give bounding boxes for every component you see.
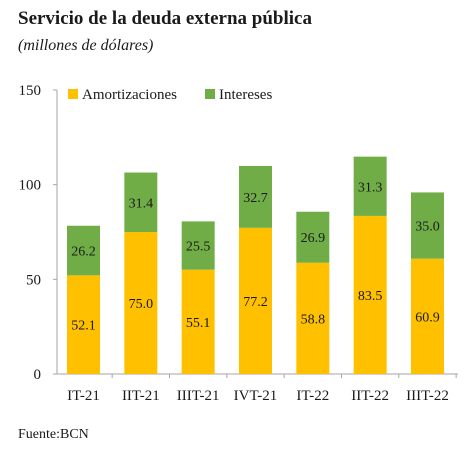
- legend-label-intereses: Intereses: [219, 87, 272, 103]
- data-label-intereses: 25.5: [186, 240, 211, 255]
- bar-intereses: [67, 225, 100, 276]
- chart-title: Servicio de la deuda externa pública: [18, 8, 312, 29]
- bar-amortizaciones: [353, 215, 387, 374]
- data-label-amortizaciones: 83.5: [358, 289, 383, 304]
- x-tick-label: IIIT-21: [177, 388, 220, 404]
- bar-amortizaciones: [238, 227, 272, 374]
- data-label-amortizaciones: 60.9: [415, 310, 440, 325]
- bar-intereses: [238, 165, 272, 228]
- bar-amortizaciones: [181, 269, 215, 374]
- x-tick-label: IIT-21: [122, 388, 160, 404]
- bar-amortizaciones: [296, 262, 330, 374]
- data-label-intereses: 31.4: [129, 196, 154, 211]
- data-label-amortizaciones: 55.1: [186, 316, 211, 331]
- bar-amortizaciones: [124, 232, 158, 374]
- x-tick-label: IT-21: [67, 388, 100, 404]
- data-label-intereses: 35.0: [415, 220, 440, 235]
- legend-swatch-amortizaciones: [68, 89, 78, 99]
- data-label-amortizaciones: 75.0: [129, 297, 154, 312]
- bar-amortizaciones: [410, 258, 444, 374]
- data-label-amortizaciones: 58.8: [301, 312, 326, 327]
- chart-subtitle: (millones de dólares): [18, 37, 154, 54]
- chart-source: Fuente:BCN: [18, 427, 89, 442]
- y-tick-label: 100: [19, 178, 42, 194]
- x-tick-label: IIT-22: [351, 388, 389, 404]
- legend-swatch-intereses: [205, 89, 215, 99]
- bar-intereses: [181, 221, 215, 270]
- data-label-amortizaciones: 52.1: [71, 319, 96, 334]
- bar-intereses: [296, 211, 330, 263]
- bar-intereses: [124, 172, 158, 232]
- data-label-amortizaciones: 77.2: [243, 295, 268, 310]
- x-tick-label: IVT-21: [234, 388, 278, 404]
- x-tick-label: IT-22: [296, 388, 329, 404]
- y-tick-label: 50: [26, 272, 41, 288]
- data-label-intereses: 31.3: [358, 180, 383, 195]
- bar-amortizaciones: [67, 275, 100, 374]
- data-label-intereses: 32.7: [243, 191, 268, 206]
- x-tick-label: IIIT-22: [406, 388, 449, 404]
- y-tick-label: 0: [34, 367, 42, 383]
- legend-label-amortizaciones: Amortizaciones: [82, 87, 177, 103]
- bar-intereses: [410, 192, 444, 259]
- bar-intereses: [353, 156, 387, 216]
- y-tick-label: 150: [19, 83, 42, 99]
- data-label-intereses: 26.9: [301, 231, 326, 246]
- data-label-intereses: 26.2: [71, 245, 96, 260]
